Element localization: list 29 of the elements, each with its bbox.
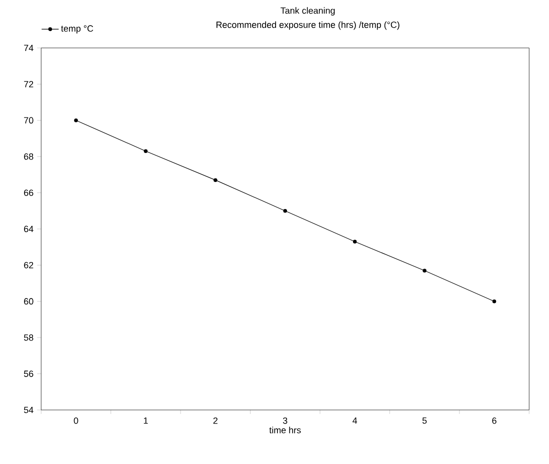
- y-tick-label: 70: [24, 117, 34, 124]
- point: [214, 178, 218, 182]
- point: [422, 268, 426, 273]
- y-tick-label: 60: [24, 298, 34, 305]
- x-axis-title: time hrs: [269, 426, 301, 434]
- y-tick-label: 72: [24, 81, 34, 88]
- x-tick-label: 0: [74, 418, 78, 424]
- x-tick-label: 6: [492, 418, 496, 424]
- legend-label: temp °C: [61, 25, 94, 34]
- point: [74, 118, 78, 122]
- point: [492, 300, 496, 304]
- y-tick-label: 54: [24, 406, 34, 414]
- y-tick-label: 56: [24, 370, 34, 378]
- x-tick-label: 1: [144, 418, 148, 424]
- x-tick-label: 5: [422, 418, 427, 424]
- y-tick-label: 68: [24, 153, 34, 160]
- y-tick-label: 66: [24, 190, 34, 196]
- point: [283, 209, 288, 213]
- y-tick-label: 58: [24, 334, 34, 341]
- x-tick-label: 3: [282, 418, 288, 424]
- chart-title: Tank cleaning: [280, 7, 335, 16]
- y-tick-label: 74: [24, 44, 34, 52]
- y-tick-label: 64: [24, 226, 34, 232]
- x-tick-label: 2: [213, 418, 218, 424]
- point: [352, 240, 357, 244]
- x-tick-label: 4: [352, 418, 358, 424]
- point: [144, 149, 148, 154]
- chart-subtitle: Recommended exposure time (hrs) /temp (°C): [216, 21, 400, 30]
- y-tick-label: 62: [24, 262, 34, 268]
